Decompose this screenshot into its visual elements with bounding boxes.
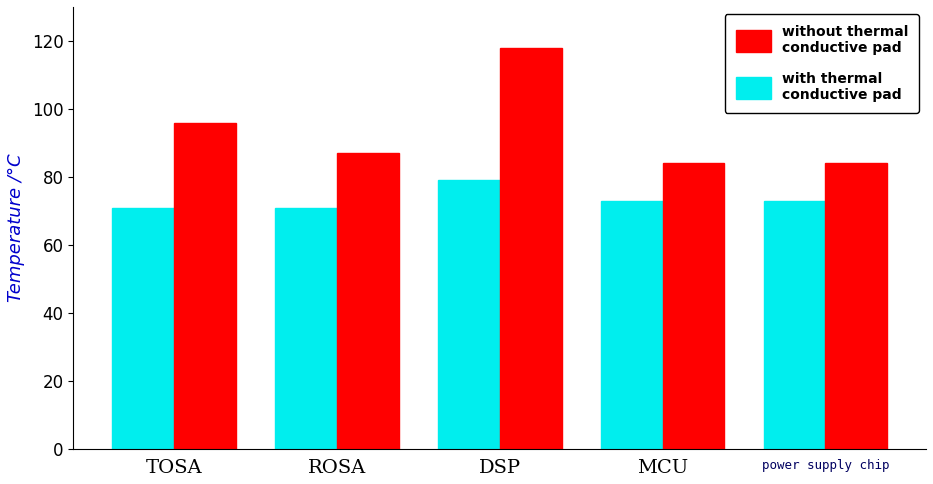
Bar xyxy=(826,164,887,449)
Bar xyxy=(763,201,826,449)
Bar xyxy=(500,48,562,449)
Bar xyxy=(112,208,174,449)
Bar xyxy=(174,122,236,449)
Bar xyxy=(275,208,337,449)
Bar xyxy=(601,201,662,449)
Bar xyxy=(337,153,398,449)
Y-axis label: Temperature /°C: Temperature /°C xyxy=(7,154,25,302)
Bar xyxy=(438,181,500,449)
Bar xyxy=(662,164,724,449)
Legend: without thermal
conductive pad, with thermal
conductive pad: without thermal conductive pad, with the… xyxy=(725,14,919,113)
